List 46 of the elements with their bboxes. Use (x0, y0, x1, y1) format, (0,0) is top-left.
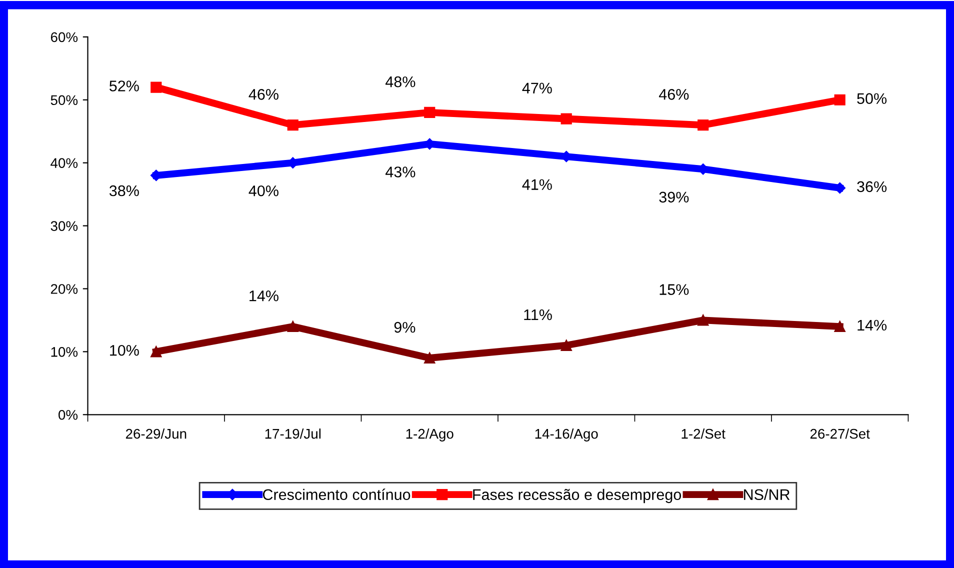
data-label: 10% (110, 344, 139, 356)
data-label: 36% (857, 181, 887, 192)
data-label: 50% (857, 93, 887, 104)
y-tick-label: 0% (58, 410, 78, 420)
data-label: 48% (386, 76, 416, 88)
point (150, 346, 162, 358)
legend-label: Fases recessão e desemprego (473, 488, 682, 504)
y-tick-label: 30% (50, 221, 78, 231)
y-tick-label: 50% (50, 95, 78, 106)
data-label: 14% (858, 320, 887, 331)
x-tick-label: 1-2/Set (682, 428, 726, 439)
x-tick-label: 14-16/Ago (535, 428, 598, 442)
y-tick-label: 40% (50, 158, 78, 168)
point (287, 320, 298, 332)
data-label: 52% (110, 80, 139, 92)
legend-label: Crescimento contínuo (262, 488, 410, 500)
data-label: 46% (248, 88, 278, 100)
data-label: 47% (522, 82, 552, 94)
point (150, 82, 162, 93)
data-label: 14% (250, 290, 278, 302)
point (560, 340, 572, 351)
data-label: 43% (386, 166, 416, 178)
point (698, 120, 709, 131)
y-tick-label: 60% (50, 32, 78, 42)
data-label: 38% (109, 185, 139, 196)
x-tick-label: 17-19/Jul (265, 428, 321, 439)
y-tick-label: 20% (50, 284, 78, 294)
y-tick-label: 10% (51, 347, 78, 357)
data-label: 41% (522, 179, 552, 190)
data-label: 9% (394, 322, 416, 333)
x-tick-label: 26-27/Set (810, 428, 870, 439)
data-label: 39% (659, 192, 689, 203)
data-label: 40% (248, 185, 278, 196)
data-label: 46% (658, 88, 689, 100)
point (834, 94, 846, 106)
point (287, 120, 298, 131)
point (834, 320, 846, 332)
legend-label: NS/NR (744, 488, 790, 500)
x-tick-label: 26-29/Jun (126, 428, 186, 439)
point (560, 113, 572, 124)
data-label: 15% (660, 284, 689, 295)
point (698, 314, 709, 326)
point (424, 352, 436, 364)
data-label: 11% (524, 309, 552, 320)
x-tick-label: 1-2/Ago (406, 428, 454, 442)
point (424, 106, 436, 118)
